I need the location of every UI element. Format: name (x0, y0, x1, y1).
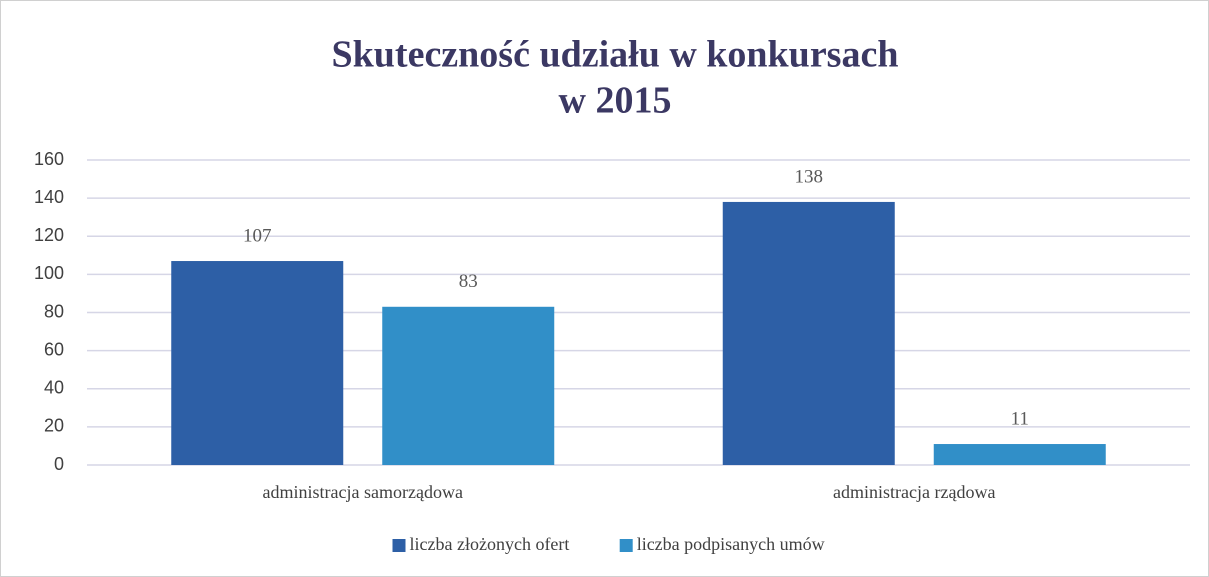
x-tick-label: administracja samorządowa (263, 482, 463, 502)
y-tick-label: 60 (44, 339, 64, 359)
bar (933, 444, 1106, 465)
y-tick-label: 20 (44, 416, 64, 436)
data-label: 11 (1011, 408, 1029, 429)
y-tick-label: 80 (44, 301, 64, 321)
chart-title: Skuteczność udziału w konkursach (332, 34, 899, 76)
y-tick-label: 100 (34, 263, 64, 283)
legend-swatch (392, 539, 406, 552)
y-tick-label: 160 (34, 149, 64, 169)
legend-swatch (619, 539, 633, 552)
y-tick-label: 40 (44, 378, 64, 398)
bar (382, 306, 555, 465)
bar (722, 201, 895, 465)
y-tick-label: 120 (34, 225, 64, 245)
bar (171, 261, 344, 465)
y-tick-label: 0 (54, 454, 64, 474)
data-label: 138 (795, 166, 824, 187)
data-label: 107 (243, 225, 272, 246)
legend-label: liczba podpisanych umów (637, 534, 825, 554)
data-label: 83 (459, 271, 478, 292)
x-tick-label: administracja rządowa (833, 482, 995, 502)
legend-label: liczba złożonych ofert (410, 534, 570, 554)
chart-title: w 2015 (559, 80, 672, 122)
y-tick-label: 140 (34, 187, 64, 207)
